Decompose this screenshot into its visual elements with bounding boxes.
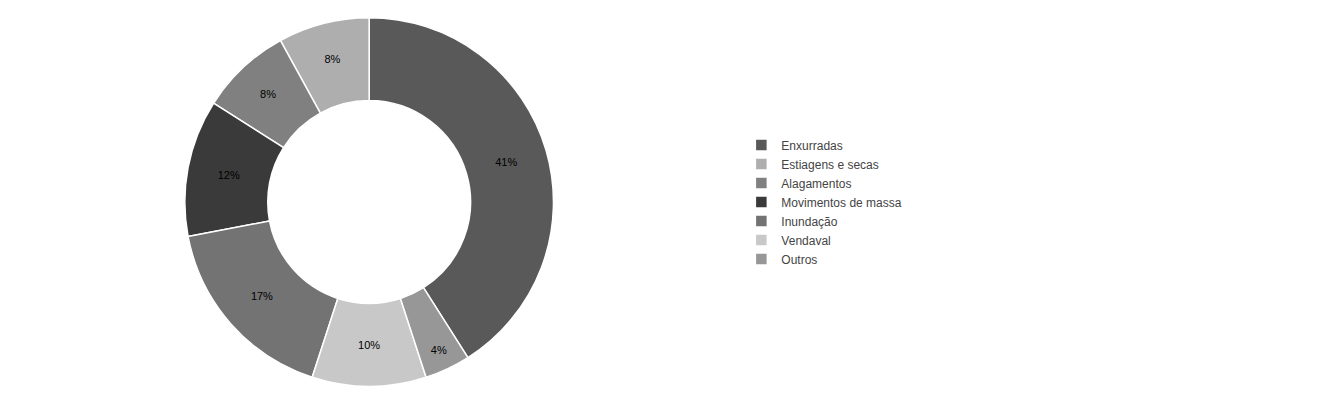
svg-text:8%: 8%: [324, 53, 340, 65]
svg-text:Estiagens e secas: Estiagens e secas: [781, 158, 878, 172]
svg-text:8%: 8%: [260, 88, 276, 100]
svg-text:Outros: Outros: [781, 253, 817, 267]
svg-text:Enxurradas: Enxurradas: [781, 139, 842, 153]
svg-text:10%: 10%: [358, 339, 380, 351]
svg-text:Vendaval: Vendaval: [781, 234, 830, 248]
svg-text:41%: 41%: [495, 156, 517, 168]
svg-text:12%: 12%: [218, 169, 240, 181]
svg-text:4%: 4%: [431, 344, 447, 356]
svg-text:Movimentos de massa: Movimentos de massa: [781, 196, 901, 210]
svg-text:Alagamentos: Alagamentos: [781, 177, 851, 191]
svg-text:Inundação: Inundação: [781, 215, 837, 229]
svg-text:17%: 17%: [251, 290, 273, 302]
